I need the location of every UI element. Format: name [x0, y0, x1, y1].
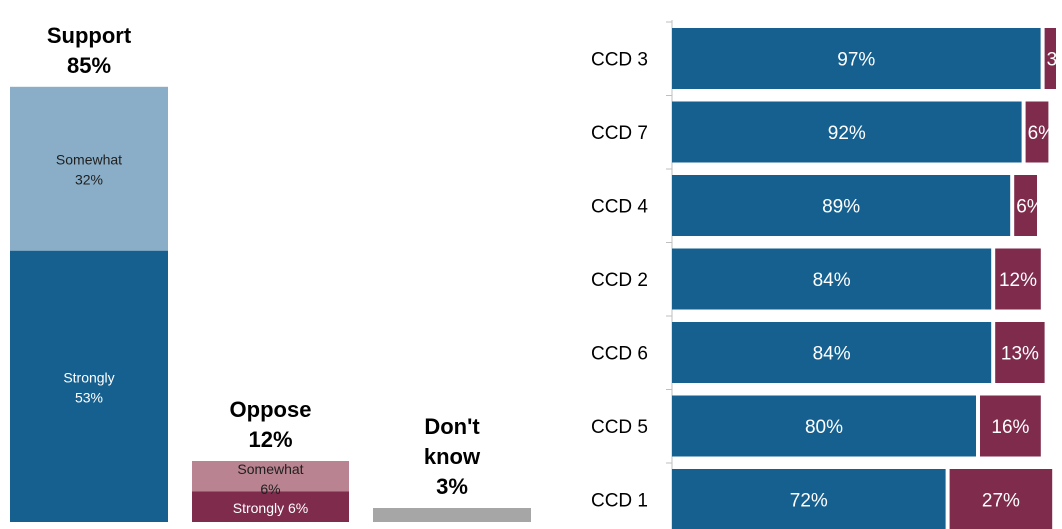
category-label: CCD 3 [591, 50, 648, 71]
ccd-bar-chart: CCD 3 97% 3% CCD 7 92% 6% CCD 4 89% 6% CCD 2 84% 12… [591, 20, 1062, 529]
segment-label: Strongly 6% [233, 500, 308, 516]
support-value-label: 72% [790, 491, 828, 512]
group-title-line: 3% [436, 474, 468, 499]
oppose-bar [949, 469, 1053, 529]
bar-segment-0-0 [10, 250, 168, 522]
oppose-value-label: 6% [1028, 123, 1056, 144]
category-label: CCD 1 [591, 491, 648, 512]
segment-value-label: 53% [75, 389, 103, 405]
support-bar [672, 395, 976, 457]
segment-label: Somewhat [237, 461, 303, 477]
group-title-line: Don't [424, 414, 480, 439]
oppose-bar [1044, 28, 1056, 89]
support-bar [672, 248, 992, 310]
bar-segment-0-1 [10, 86, 168, 251]
group-title-line: 85% [67, 53, 111, 78]
support-value-label: 84% [813, 344, 851, 365]
support-bar [672, 101, 1022, 163]
support-bar [672, 28, 1041, 89]
segment-value-label: 6% [260, 481, 280, 497]
oppose-bar [980, 395, 1041, 457]
segment-value-label: 32% [75, 172, 103, 188]
category-label: CCD 5 [591, 417, 648, 438]
oppose-value-label: 12% [999, 270, 1037, 291]
support-value-label: 80% [805, 417, 843, 438]
category-label: CCD 6 [591, 344, 648, 365]
support-value-label: 92% [828, 123, 866, 144]
oppose-value-label: 3% [1047, 50, 1062, 71]
support-value-label: 97% [837, 50, 875, 71]
oppose-bar [995, 322, 1045, 383]
support-bar [672, 175, 1011, 236]
group-title-line: Oppose [230, 397, 312, 422]
oppose-bar [1014, 175, 1037, 236]
category-label: CCD 2 [591, 270, 648, 291]
category-label: CCD 4 [591, 197, 648, 218]
support-bar [672, 322, 992, 383]
oppose-value-label: 16% [991, 417, 1029, 438]
support-value-label: 89% [822, 197, 860, 218]
group-title-line: 12% [248, 427, 292, 452]
bar-segment-2-0 [373, 508, 531, 522]
group-title-line: know [424, 444, 481, 469]
oppose-value-label: 13% [1001, 344, 1039, 365]
support-bar [672, 469, 946, 529]
oppose-bar [1025, 101, 1049, 163]
overall-stacked-chart: Strongly 53% Somewhat 32% Support 85% Strongly… [10, 23, 531, 522]
bar-segment-1-0 [192, 491, 349, 522]
bar-segment-1-1 [192, 461, 349, 492]
oppose-bar [995, 248, 1041, 310]
group-title-line: Support [47, 23, 132, 48]
segment-label: Strongly [63, 369, 114, 385]
oppose-value-label: 6% [1016, 197, 1044, 218]
support-value-label: 84% [813, 270, 851, 291]
category-label: CCD 7 [591, 123, 648, 144]
oppose-value-label: 27% [982, 491, 1020, 512]
segment-label: Somewhat [56, 152, 122, 168]
